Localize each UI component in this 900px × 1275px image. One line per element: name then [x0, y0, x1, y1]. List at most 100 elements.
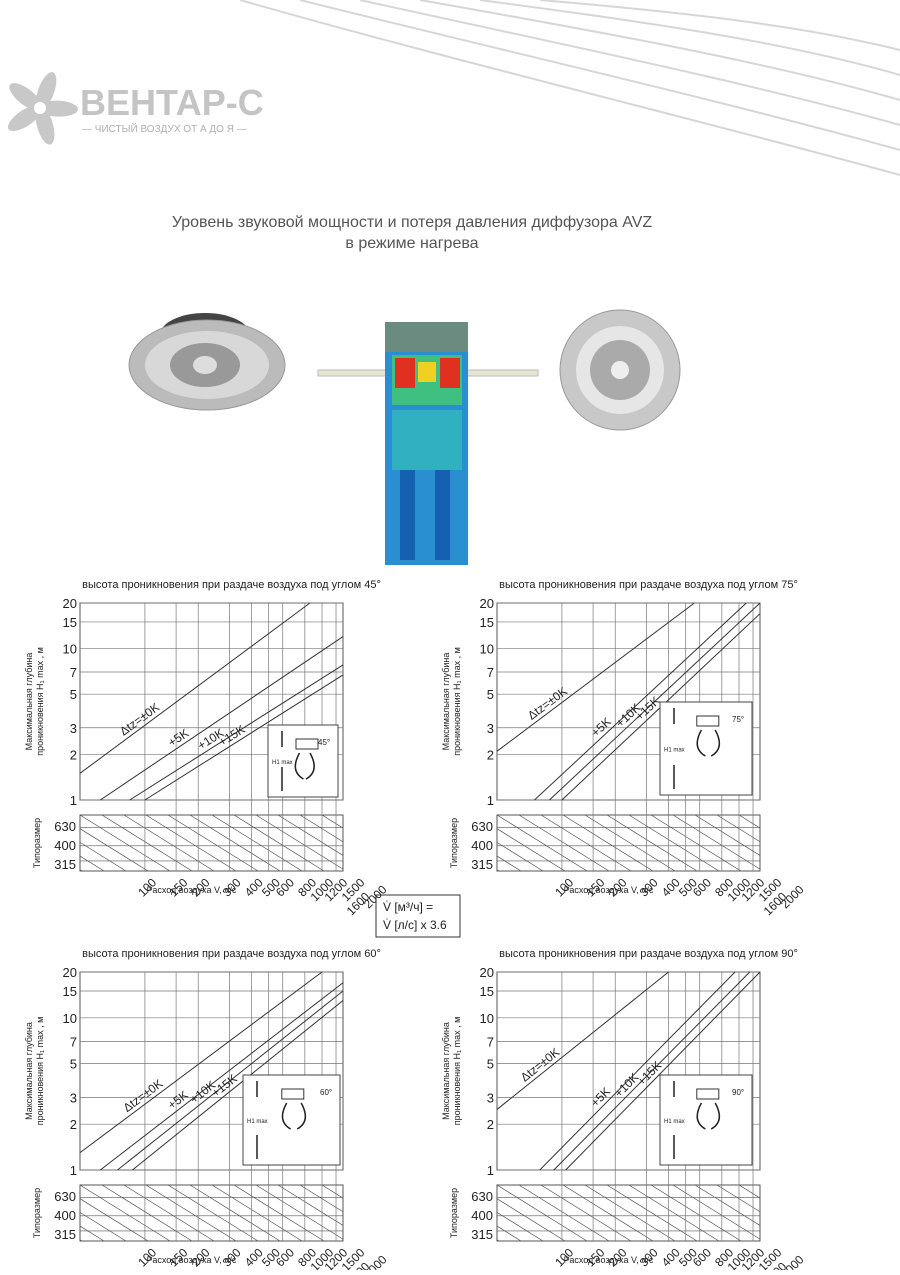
hatch-line — [145, 1185, 237, 1241]
hatch-line — [606, 1185, 698, 1241]
y-tick-label: 5 — [487, 687, 494, 702]
hatch-line — [80, 1198, 149, 1241]
hatch-line — [497, 841, 544, 871]
hatch-line — [211, 815, 303, 871]
y-tick-label: 3 — [70, 721, 77, 736]
series-line — [565, 971, 761, 1171]
hatch-line — [672, 815, 760, 870]
conversion-box: V̇ [м³/ч] = V̇ [л/с] x 3.6 — [375, 894, 461, 938]
y-tick-label: 2 — [487, 747, 494, 762]
size-label: 315 — [471, 1227, 493, 1242]
inset-diffuser — [696, 1088, 720, 1100]
size-strip — [79, 814, 344, 872]
size-label: 630 — [54, 1189, 76, 1204]
hatch-line — [80, 828, 149, 871]
x-tick-label: 600 — [273, 1245, 297, 1269]
y-tick-label: 3 — [70, 1090, 77, 1105]
diffuser-side-image — [128, 313, 286, 411]
hatch-line — [584, 1185, 676, 1241]
x-axis-label: Расход воздуха V, л/с — [147, 885, 237, 895]
hatch-line — [540, 1185, 632, 1241]
y-tick-label: 1 — [487, 1163, 494, 1178]
hatch-line — [145, 815, 237, 871]
hatch-line — [80, 1225, 105, 1241]
series-label: Δtz=±0K — [525, 684, 570, 723]
hatch-line — [299, 815, 343, 843]
series-line — [129, 664, 344, 801]
series-line — [79, 971, 323, 1154]
y-tick-label: 1 — [70, 1163, 77, 1178]
inset-label: H1 max — [247, 1119, 268, 1125]
hatch-line — [366, 815, 456, 871]
y-axis-label: Максимальная глубина — [24, 1022, 34, 1120]
size-hatch — [80, 815, 456, 871]
hatch-line — [80, 815, 171, 871]
size-strip — [496, 814, 761, 872]
hatch-line — [365, 815, 455, 871]
y-axis-label: Максимальная глубина — [24, 653, 34, 751]
y-tick-label: 5 — [487, 1057, 494, 1072]
tagline: — ЧИСТЫЙ ВОЗДУХ ОТ А ДО Я — — [82, 122, 247, 135]
hatch-line — [497, 1185, 588, 1241]
logo: ВЕНТАР-С — [80, 82, 264, 123]
y-tick-label: 20 — [480, 596, 494, 611]
chart: высота проникновения при раздаче воздуха… — [365, 948, 807, 1275]
size-axis-label: Типоразмер — [32, 818, 42, 868]
series-label: Δtz=±0K — [518, 1045, 562, 1084]
x-axis-label: Расход воздуха V, л/с — [147, 1255, 237, 1265]
series-line — [496, 971, 669, 1110]
size-label: 630 — [471, 1189, 493, 1204]
diffuser-front-image — [559, 309, 681, 431]
y-tick-label: 20 — [63, 965, 77, 980]
page-title: в режиме нагрева — [345, 235, 478, 252]
series-line — [79, 602, 311, 774]
size-axis-label: Типоразмер — [32, 1188, 42, 1238]
y-tick-label: 3 — [487, 721, 494, 736]
series-line — [117, 990, 344, 1171]
x-axis-label: Расход воздуха V, л/с — [564, 885, 654, 895]
y-tick-label: 15 — [63, 615, 77, 630]
inset-diffuser — [696, 715, 720, 727]
hatch-line — [255, 1185, 343, 1240]
series-line — [553, 971, 751, 1171]
y-tick-label: 5 — [70, 687, 77, 702]
y-tick-label: 7 — [70, 665, 77, 680]
y-tick-label: 10 — [63, 642, 77, 657]
hatch-line — [672, 1185, 760, 1240]
y-tick-label: 1 — [70, 793, 77, 808]
y-axis-label: проникновения H₁ max , м — [452, 647, 462, 756]
y-tick-label: 2 — [70, 1117, 77, 1132]
inset-arrows — [281, 731, 315, 791]
hatch-line — [694, 815, 760, 856]
hatch-line — [783, 815, 873, 871]
hatch-line — [101, 815, 193, 871]
y-axis-label: Максимальная глубина — [441, 653, 451, 751]
hatch-line — [365, 1185, 455, 1241]
hatch-line — [628, 815, 720, 871]
hatch-line — [366, 1185, 456, 1241]
hatch-line — [650, 1185, 742, 1241]
hatch-line — [518, 815, 610, 871]
series-label: +5K — [165, 726, 191, 750]
y-tick-label: 2 — [70, 747, 77, 762]
hatch-line — [321, 815, 343, 829]
hatch-line — [540, 815, 632, 871]
size-label: 400 — [54, 838, 76, 853]
series-label: +5K — [588, 1084, 613, 1109]
hatch-line — [167, 1185, 259, 1241]
hatch-line — [497, 1198, 566, 1241]
hatch-line — [387, 1185, 477, 1241]
y-tick-label: 5 — [70, 1057, 77, 1072]
size-label: 630 — [471, 819, 493, 834]
series-label: Δtz=±0K — [117, 700, 162, 738]
hatch-line — [497, 815, 588, 871]
hatch-line — [321, 1185, 343, 1199]
series-line — [132, 1000, 344, 1171]
y-tick-label: 7 — [70, 1034, 77, 1049]
series-line — [534, 602, 747, 801]
chart: высота проникновения при раздаче воздуха… — [24, 948, 456, 1275]
hatch-line — [518, 1185, 610, 1241]
size-strip — [496, 1184, 761, 1242]
hatch-line — [497, 1211, 544, 1241]
